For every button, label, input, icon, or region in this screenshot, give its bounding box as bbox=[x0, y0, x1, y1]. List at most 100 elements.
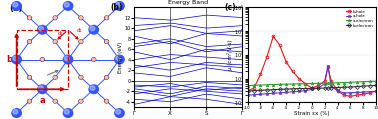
a-electron bbox=[258, 84, 263, 86]
a-hole bbox=[348, 92, 353, 94]
b-hole bbox=[252, 87, 256, 89]
a-hole bbox=[245, 94, 250, 96]
a-electron bbox=[355, 81, 359, 83]
Circle shape bbox=[79, 40, 82, 43]
Circle shape bbox=[27, 15, 32, 20]
b-electron bbox=[342, 87, 346, 88]
Circle shape bbox=[79, 17, 82, 19]
Circle shape bbox=[92, 58, 95, 61]
Circle shape bbox=[79, 76, 82, 79]
b-electron bbox=[290, 88, 295, 89]
b-hole bbox=[326, 67, 330, 68]
Text: (b): (b) bbox=[110, 3, 123, 12]
Text: (c): (c) bbox=[225, 3, 236, 12]
Circle shape bbox=[39, 26, 43, 31]
b-electron bbox=[361, 85, 366, 87]
Circle shape bbox=[11, 1, 22, 11]
b-electron bbox=[374, 85, 378, 86]
Line: a-electron: a-electron bbox=[246, 80, 378, 87]
Circle shape bbox=[41, 58, 44, 61]
a-hole bbox=[277, 92, 282, 94]
a-hole bbox=[297, 91, 301, 92]
a-hole bbox=[342, 92, 346, 94]
Y-axis label: μ (cm²/V·s): μ (cm²/V·s) bbox=[226, 40, 232, 70]
a-hole bbox=[355, 92, 359, 93]
b-electron bbox=[284, 88, 288, 90]
Circle shape bbox=[64, 110, 69, 114]
Circle shape bbox=[27, 99, 32, 104]
Circle shape bbox=[63, 1, 73, 11]
b-electron bbox=[252, 90, 256, 91]
Circle shape bbox=[90, 86, 95, 90]
Circle shape bbox=[116, 56, 121, 61]
b-hole bbox=[277, 45, 282, 46]
b-hole bbox=[303, 83, 308, 84]
b-hole bbox=[367, 92, 372, 94]
Text: d₂: d₂ bbox=[58, 30, 64, 35]
Circle shape bbox=[116, 2, 121, 7]
b-electron bbox=[326, 87, 330, 89]
b-hole bbox=[361, 94, 366, 95]
a-hole bbox=[367, 91, 372, 92]
Circle shape bbox=[88, 25, 99, 35]
Circle shape bbox=[104, 75, 109, 80]
b-electron bbox=[271, 89, 276, 90]
Text: b: b bbox=[6, 55, 12, 64]
Circle shape bbox=[91, 57, 96, 62]
b-electron bbox=[245, 90, 250, 92]
b-electron bbox=[367, 85, 372, 86]
b-hole bbox=[284, 61, 288, 63]
a-electron bbox=[284, 83, 288, 85]
Title: Energy Band: Energy Band bbox=[168, 0, 208, 5]
b-hole bbox=[258, 74, 263, 75]
a-electron bbox=[265, 84, 269, 85]
X-axis label: Strain εx (%): Strain εx (%) bbox=[294, 111, 330, 116]
a-hole bbox=[322, 83, 327, 84]
Circle shape bbox=[53, 15, 58, 20]
a-electron bbox=[367, 81, 372, 82]
b-hole bbox=[335, 90, 340, 92]
Circle shape bbox=[79, 100, 82, 102]
Circle shape bbox=[64, 2, 69, 7]
Circle shape bbox=[27, 75, 32, 80]
a-electron bbox=[348, 82, 353, 83]
a-hole bbox=[290, 91, 295, 92]
Circle shape bbox=[78, 99, 84, 104]
Circle shape bbox=[54, 17, 57, 19]
Circle shape bbox=[78, 15, 84, 20]
a-electron bbox=[245, 85, 250, 86]
Line: b-hole: b-hole bbox=[246, 35, 378, 98]
b-electron bbox=[348, 86, 353, 88]
Circle shape bbox=[54, 40, 57, 43]
Circle shape bbox=[64, 56, 69, 61]
a-electron bbox=[326, 82, 330, 84]
Circle shape bbox=[39, 86, 43, 90]
Circle shape bbox=[11, 108, 22, 118]
Circle shape bbox=[37, 25, 48, 35]
Text: a: a bbox=[40, 96, 45, 105]
a-electron bbox=[310, 83, 314, 84]
a-electron bbox=[271, 84, 276, 85]
b-electron bbox=[316, 88, 321, 89]
Circle shape bbox=[78, 39, 84, 44]
b-electron bbox=[355, 86, 359, 87]
a-electron bbox=[322, 82, 327, 84]
a-hole bbox=[335, 90, 340, 92]
a-hole bbox=[310, 89, 314, 90]
a-hole bbox=[326, 65, 330, 66]
Circle shape bbox=[54, 100, 57, 102]
b-electron bbox=[322, 87, 327, 89]
b-hole bbox=[290, 71, 295, 72]
Circle shape bbox=[63, 55, 73, 64]
a-hole bbox=[265, 93, 269, 94]
b-electron bbox=[335, 87, 340, 88]
Circle shape bbox=[11, 55, 22, 64]
b-hole bbox=[322, 80, 327, 82]
b-hole bbox=[342, 94, 346, 96]
Circle shape bbox=[53, 99, 58, 104]
a-electron bbox=[290, 83, 295, 85]
a-hole bbox=[258, 94, 263, 95]
Circle shape bbox=[114, 108, 125, 118]
Circle shape bbox=[116, 110, 121, 114]
Line: a-hole: a-hole bbox=[246, 64, 378, 97]
